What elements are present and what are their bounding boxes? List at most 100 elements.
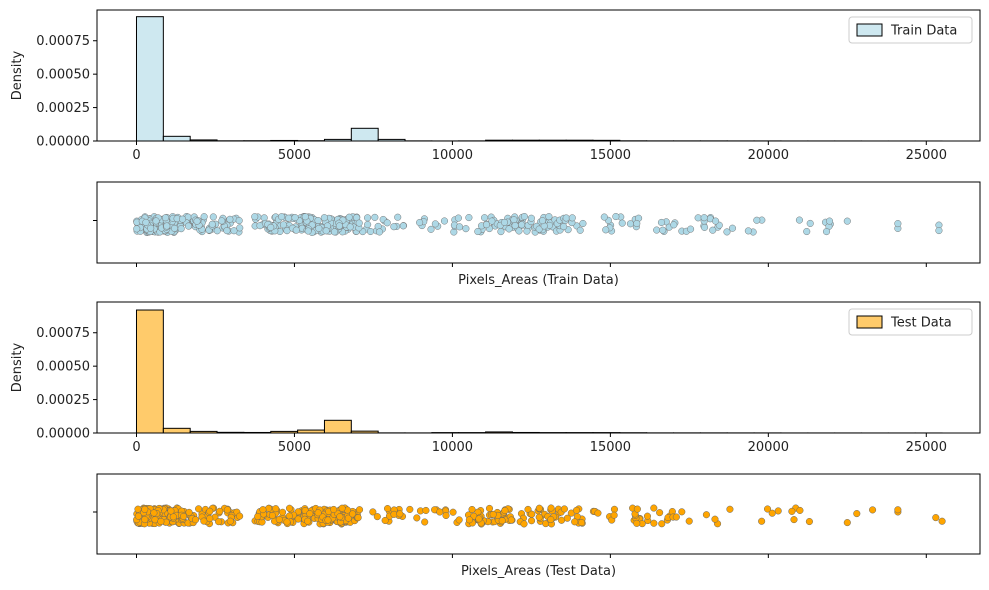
strip-point	[396, 510, 404, 518]
strip-point	[488, 217, 496, 225]
strip-point	[191, 516, 200, 524]
strip-point	[390, 223, 398, 231]
strip-point	[753, 216, 761, 224]
strip-point	[320, 214, 328, 222]
strip-point	[560, 223, 568, 231]
strip-point	[206, 514, 214, 523]
y-tick-label: 0.00050	[36, 360, 90, 375]
strip-point	[366, 227, 375, 236]
strip-point	[315, 224, 323, 232]
strip-point	[364, 214, 372, 222]
strip-point	[304, 227, 312, 235]
strip-point	[285, 504, 294, 512]
strip-point	[230, 227, 238, 235]
strip-point	[576, 226, 584, 234]
strip-point	[215, 518, 223, 526]
strip-point	[349, 510, 357, 518]
strip-point	[134, 512, 142, 520]
strip-point	[226, 215, 234, 223]
strip-point	[805, 517, 813, 526]
strip-point	[658, 520, 666, 528]
strip-point	[633, 519, 641, 527]
strip-point	[594, 509, 602, 517]
strip-point	[853, 510, 861, 518]
strip-point	[822, 228, 831, 236]
strip-point	[475, 515, 483, 523]
strip-point	[251, 213, 259, 221]
strip-point	[208, 220, 216, 228]
strip-point	[236, 512, 244, 520]
histogram-bar	[162, 135, 191, 142]
strip-point	[568, 214, 576, 222]
strip-point	[373, 513, 381, 521]
strip-point	[894, 506, 902, 514]
strip-point	[602, 226, 610, 234]
strip-point	[523, 227, 531, 235]
panel-2	[93, 181, 981, 267]
strip-point	[399, 222, 407, 230]
histogram-bar	[162, 427, 191, 434]
strip-point	[498, 517, 506, 525]
strip-point	[712, 217, 720, 225]
strip-point	[167, 507, 175, 515]
strip-point	[278, 213, 286, 221]
strip-point	[577, 519, 586, 527]
strip-point	[643, 512, 651, 520]
strip-point	[170, 224, 179, 232]
histogram-bar	[323, 419, 352, 434]
strip-point	[330, 505, 338, 514]
strip-point	[431, 220, 439, 228]
strip-point	[633, 505, 641, 513]
strip-point	[200, 517, 208, 525]
strip-point	[489, 510, 497, 518]
x-tick-label: 5000	[278, 148, 311, 163]
strip-point	[206, 507, 214, 515]
strip-point	[369, 508, 377, 516]
strip-point	[528, 510, 536, 518]
strip-point	[285, 214, 293, 222]
strip-point	[653, 226, 661, 234]
strip-point	[254, 512, 262, 521]
strip-point	[468, 505, 476, 514]
strip-point	[152, 217, 160, 225]
strip-point	[932, 514, 940, 522]
strip-point	[436, 508, 444, 516]
strip-point	[406, 505, 414, 513]
strip-point	[700, 214, 708, 222]
strip-point	[355, 219, 363, 227]
strip-point	[843, 217, 851, 225]
strip-point	[151, 516, 159, 524]
strip-point	[371, 213, 379, 221]
x-tick-label: 25000	[906, 440, 947, 455]
strip-point	[700, 223, 709, 231]
strip-point	[728, 224, 737, 232]
strip-point	[894, 220, 902, 228]
y-tick-label: 0.00025	[36, 101, 90, 116]
strip-point	[455, 516, 463, 524]
strip-point	[324, 516, 332, 524]
strip-point	[678, 508, 686, 516]
strip-point	[500, 218, 509, 226]
strip-point	[150, 509, 158, 517]
strip-point	[223, 227, 231, 235]
strip-point	[796, 506, 804, 514]
legend-swatch	[856, 23, 883, 37]
strip-point	[390, 510, 398, 518]
x-tick-label: 20000	[748, 440, 789, 455]
strip-point	[236, 224, 244, 232]
x-tick-label: 15000	[590, 440, 631, 455]
strip-point	[355, 506, 364, 514]
strip-point	[612, 212, 620, 221]
strip-point	[147, 224, 155, 232]
y-tick-label: 0.00025	[36, 393, 90, 408]
strip-point	[306, 510, 314, 518]
panel-4	[93, 473, 981, 558]
strip-point	[626, 220, 634, 228]
strip-point	[527, 517, 536, 525]
legend-label: Test Data	[890, 316, 952, 331]
strip-point	[790, 516, 798, 524]
strip-point	[259, 506, 267, 514]
strip-point	[726, 505, 734, 513]
strip-point	[687, 225, 695, 233]
strip-point	[283, 518, 291, 526]
